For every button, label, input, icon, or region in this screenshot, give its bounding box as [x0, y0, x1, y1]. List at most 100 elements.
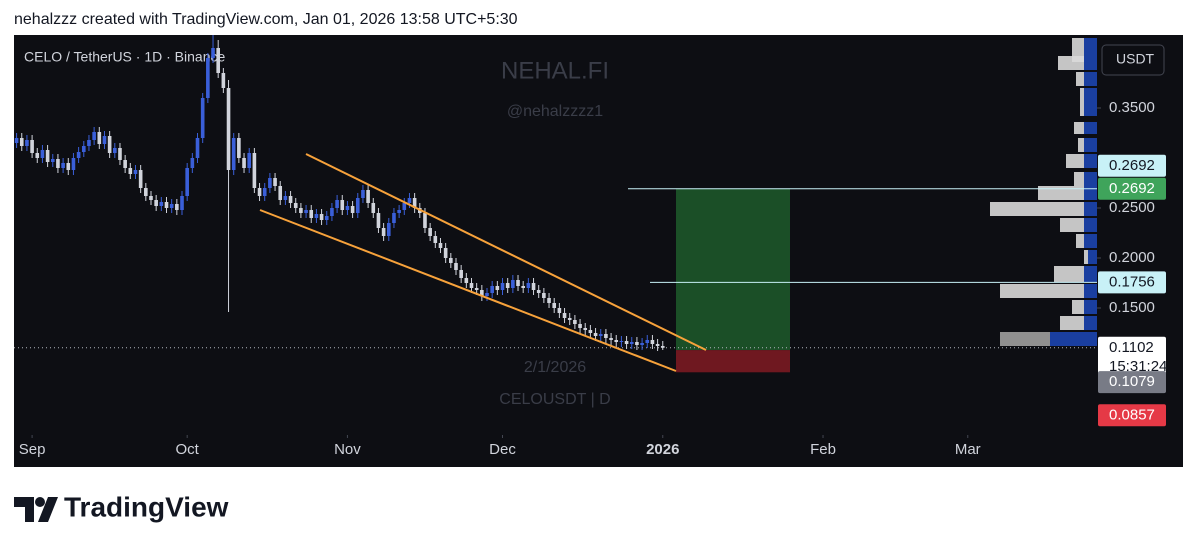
volume-profile-bar: [1000, 332, 1050, 346]
candle-body: [299, 208, 303, 213]
price-label-box: [1098, 154, 1166, 177]
brand-name: TradingView: [64, 491, 229, 522]
candle-body: [144, 188, 148, 196]
volume-profile-bar: [1084, 316, 1097, 330]
volume-profile-bar: [1084, 300, 1097, 314]
x-tick-label: Sep: [19, 441, 46, 458]
candle-body: [609, 338, 613, 340]
volume-profile-bar: [1084, 218, 1097, 232]
volume-profile-bar: [1050, 332, 1097, 346]
candle-body: [97, 132, 102, 144]
candle-body: [485, 293, 489, 296]
candle-body: [81, 146, 86, 152]
watermark: NEHAL.FI: [501, 57, 609, 84]
candle-body: [495, 286, 500, 290]
candle-body: [490, 286, 494, 293]
candle-body: [536, 290, 541, 293]
candle-body: [175, 204, 179, 210]
candle-body: [376, 213, 381, 228]
candle-body: [573, 320, 577, 324]
candle-body: [14, 138, 19, 143]
x-tick-label: Dec: [489, 441, 516, 458]
candle-body: [335, 200, 339, 208]
candle-body: [392, 213, 396, 223]
volume-profile-bar: [1066, 154, 1084, 168]
candle-body: [443, 248, 448, 258]
candle-body: [242, 158, 246, 168]
candle-body: [428, 228, 432, 236]
candle-body: [397, 210, 401, 213]
candle-body: [604, 334, 608, 338]
candle-body: [361, 190, 365, 198]
volume-profile-bar: [1078, 138, 1084, 152]
watermark: @nehalzzzz1: [507, 103, 603, 120]
candle-body: [526, 283, 531, 288]
candle-body: [128, 168, 133, 174]
volume-profile-bar: [1084, 234, 1097, 248]
candle-body: [200, 98, 205, 138]
candle-body: [19, 138, 24, 146]
candle-body: [278, 186, 283, 200]
candle-body: [159, 202, 164, 206]
price-label: 0.1102: [1109, 339, 1154, 356]
candle-body: [547, 298, 551, 303]
volume-profile-bar: [1060, 218, 1084, 232]
candle-body: [588, 330, 593, 333]
candle-body: [154, 200, 158, 206]
volume-profile-bar: [1076, 72, 1084, 86]
candle-body: [247, 153, 252, 168]
watermark: CELOUSDT | D: [499, 391, 610, 408]
candle-body: [635, 342, 639, 345]
price-label-box: [1098, 404, 1166, 427]
candle-body: [593, 333, 598, 336]
candle-body: [619, 341, 624, 342]
candle-body: [330, 208, 334, 216]
candle-body: [252, 153, 257, 188]
candle-body: [185, 168, 189, 196]
candle-body: [30, 140, 34, 153]
y-axis-label: USDT: [1116, 51, 1155, 67]
candle-body: [655, 344, 660, 346]
volume-profile-bar: [1084, 154, 1097, 168]
candle-body: [149, 196, 153, 200]
price-label: 0.1756: [1109, 273, 1155, 290]
candle-body: [552, 303, 557, 308]
price-label: 0.2692: [1109, 180, 1155, 197]
candle-body: [449, 258, 453, 263]
candle-body: [231, 138, 236, 170]
candle-body: [45, 150, 50, 162]
candle-body: [480, 290, 484, 296]
candle-body: [56, 159, 60, 168]
volume-profile-bar: [1038, 186, 1084, 200]
price-label: 0.2692: [1109, 157, 1155, 174]
candle-body: [412, 198, 417, 208]
candle-body: [226, 88, 231, 170]
volume-profile-bar: [1000, 284, 1084, 298]
candle-body: [283, 196, 288, 200]
candle-body: [112, 148, 117, 153]
trendline: [259, 209, 677, 372]
candle-body: [645, 340, 650, 343]
volume-profile-bar: [1084, 172, 1097, 186]
candle-body: [76, 152, 81, 158]
y-tick-label: 0.2500: [1109, 199, 1155, 216]
x-tick-label: 2026: [646, 441, 679, 458]
chart-panel: [14, 35, 1183, 467]
candle-body: [474, 288, 479, 290]
candle-body: [583, 328, 588, 330]
trendline: [305, 153, 707, 351]
volume-profile-bar: [1084, 72, 1097, 86]
candle-body: [288, 196, 293, 203]
volume-profile-bar: [990, 202, 1084, 216]
candle-body: [195, 138, 200, 158]
candle-body: [469, 283, 474, 288]
candle-body: [438, 243, 443, 248]
chart-title: CELO / TetherUS · 1D · Binance: [24, 49, 225, 65]
candle-body: [118, 148, 122, 160]
candle-body: [50, 159, 55, 162]
y-tick-label: 0.3500: [1109, 99, 1155, 116]
candle-body: [464, 278, 469, 283]
volume-profile-bar: [1076, 234, 1084, 248]
volume-profile-bar: [1074, 172, 1084, 186]
candle-body: [138, 170, 143, 188]
